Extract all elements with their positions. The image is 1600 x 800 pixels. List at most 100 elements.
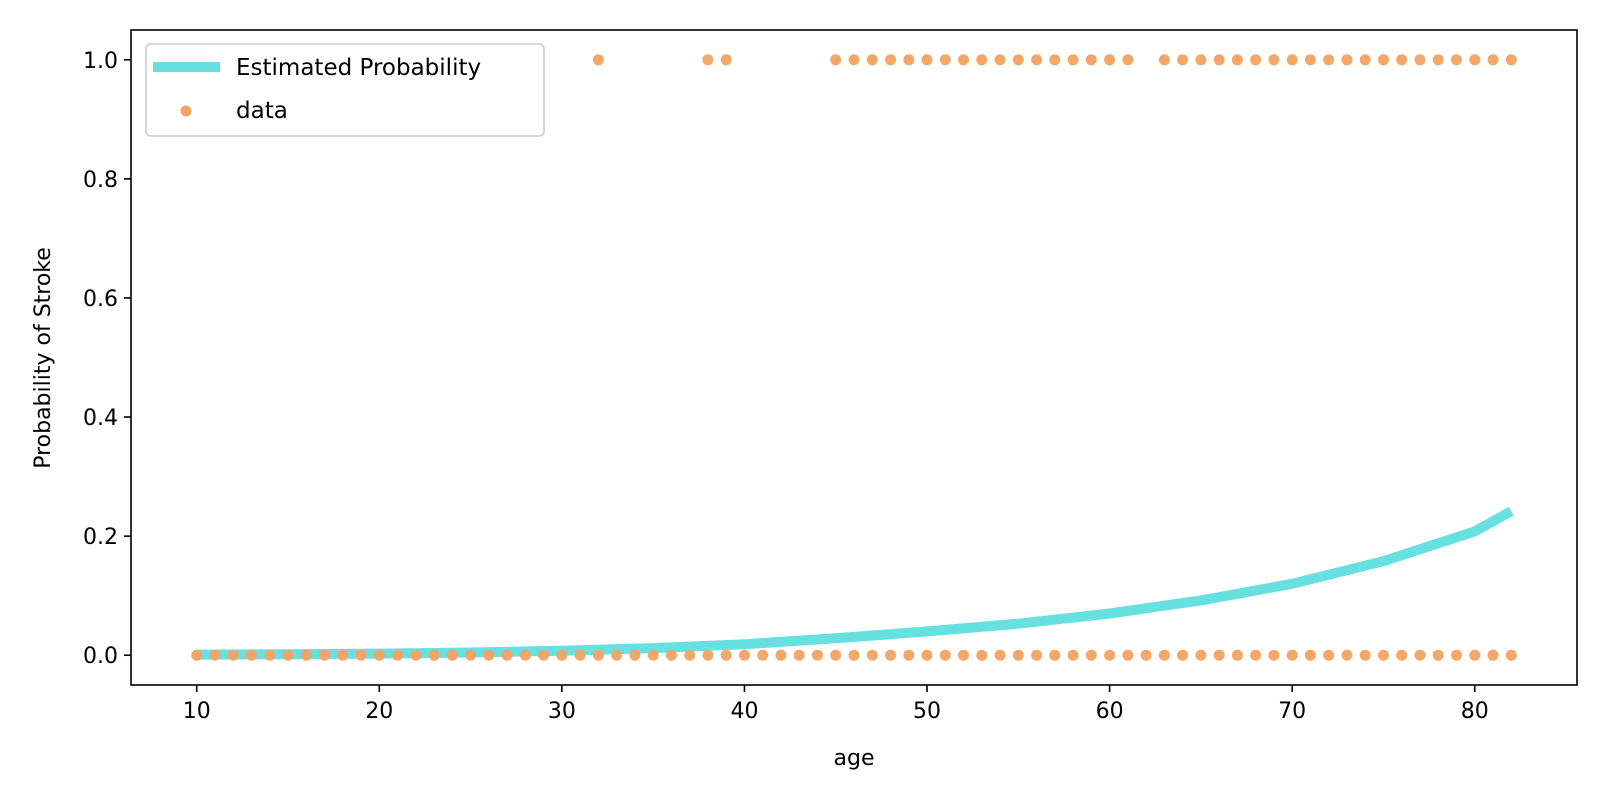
legend-label-data: data: [236, 98, 288, 124]
data-point: [976, 54, 988, 66]
x-axis-label: age: [834, 746, 875, 771]
data-point: [246, 649, 257, 661]
data-point: [410, 649, 422, 661]
data-point: [775, 649, 787, 661]
y-tick-label: 0.0: [83, 644, 118, 669]
x-tick-label: 30: [548, 699, 576, 724]
data-point: [684, 649, 696, 661]
x-axis-ticks: 10 20 30 40 50 60 70 80: [183, 685, 1489, 724]
data-point: [282, 649, 294, 661]
x-tick-label: 40: [730, 699, 758, 724]
data-point: [1451, 649, 1462, 661]
data-point: [903, 649, 915, 661]
data-point: [1104, 54, 1116, 66]
data-point: [1122, 649, 1134, 661]
data-point: [337, 649, 349, 661]
data-point: [958, 649, 969, 661]
data-point: [209, 649, 221, 661]
data-point: [720, 54, 732, 66]
data-point: [939, 54, 951, 66]
legend: Estimated Probability data: [145, 43, 545, 137]
data-point: [866, 54, 878, 66]
data-point: [611, 649, 623, 661]
data-point: [1268, 649, 1280, 661]
x-tick-label: 10: [183, 699, 211, 724]
x-tick-label: 60: [1096, 699, 1124, 724]
data-point: [1085, 649, 1097, 661]
y-axis-ticks: 0.0 0.2 0.4 0.6 0.8 1.0: [83, 49, 131, 669]
data-point: [1250, 54, 1262, 66]
data-point: [1432, 649, 1444, 661]
data-point: [994, 649, 1006, 661]
data-point: [519, 649, 531, 661]
data-point: [373, 649, 385, 661]
data-point: [1104, 649, 1116, 661]
data-point: [538, 649, 550, 661]
data-point: [1286, 54, 1298, 66]
data-point: [556, 649, 568, 661]
y-tick-label: 0.4: [83, 406, 118, 431]
data-point: [1323, 54, 1335, 66]
data-point: [793, 649, 805, 661]
data-point: [1323, 649, 1335, 661]
axes: 10 20 30 40 50 60 70 80 0.00.20.40.60.81.0 age …: [31, 29, 1578, 771]
data-point: [994, 54, 1006, 66]
data-point: [1250, 649, 1262, 661]
data-point: [392, 649, 404, 661]
data-point: [848, 54, 860, 66]
data-point: [1341, 649, 1353, 661]
data-point: [1487, 54, 1499, 66]
data-point: [1067, 54, 1079, 66]
data-point: [1304, 54, 1316, 66]
data-point: [921, 54, 933, 66]
data-point: [1049, 649, 1061, 661]
data-point: [1049, 54, 1061, 66]
data-point: [465, 649, 477, 661]
data-point: [1469, 54, 1481, 66]
legend-marker-data: [180, 105, 192, 117]
data-point: [264, 649, 276, 661]
data-point: [1195, 649, 1207, 661]
data-point: [629, 649, 641, 661]
data-point: [885, 649, 896, 661]
data-point: [757, 649, 769, 661]
data-point: [1031, 54, 1043, 66]
legend-box: [145, 43, 545, 137]
data-point: [939, 649, 951, 661]
data-point: [903, 54, 915, 66]
plot-area: [191, 54, 1517, 661]
x-tick-label: 20: [365, 699, 393, 724]
data-point: [1268, 54, 1280, 66]
data-point: [647, 649, 659, 661]
data-point: [1231, 649, 1243, 661]
data-point: [227, 649, 239, 661]
legend-label-estimated-probability: Estimated Probability: [236, 55, 481, 81]
data-point: [592, 649, 604, 661]
data-point: [702, 649, 714, 661]
data-point: [1432, 54, 1444, 66]
data-point: [428, 649, 440, 661]
data-point: [191, 649, 203, 661]
data-point: [300, 649, 312, 661]
x-tick-label: 70: [1278, 699, 1306, 724]
data-point: [739, 649, 750, 661]
data-point: [1031, 649, 1043, 661]
data-point: [501, 649, 513, 661]
data-point: [355, 649, 367, 661]
data-point: [665, 649, 677, 661]
data-point: [1140, 649, 1152, 661]
data-point: [1451, 54, 1462, 66]
data-point: [830, 649, 842, 661]
data-point: [1012, 649, 1024, 661]
data-point: [1177, 54, 1189, 66]
data-point: [1359, 54, 1371, 66]
data-point: [1231, 54, 1243, 66]
data-point: [1396, 54, 1408, 66]
data-point: [1213, 54, 1225, 66]
data-point: [1505, 649, 1517, 661]
data-point: [848, 649, 860, 661]
data-point: [1158, 649, 1170, 661]
plot-frame: [130, 29, 1578, 686]
data-point: [592, 54, 604, 66]
data-point: [1286, 649, 1298, 661]
